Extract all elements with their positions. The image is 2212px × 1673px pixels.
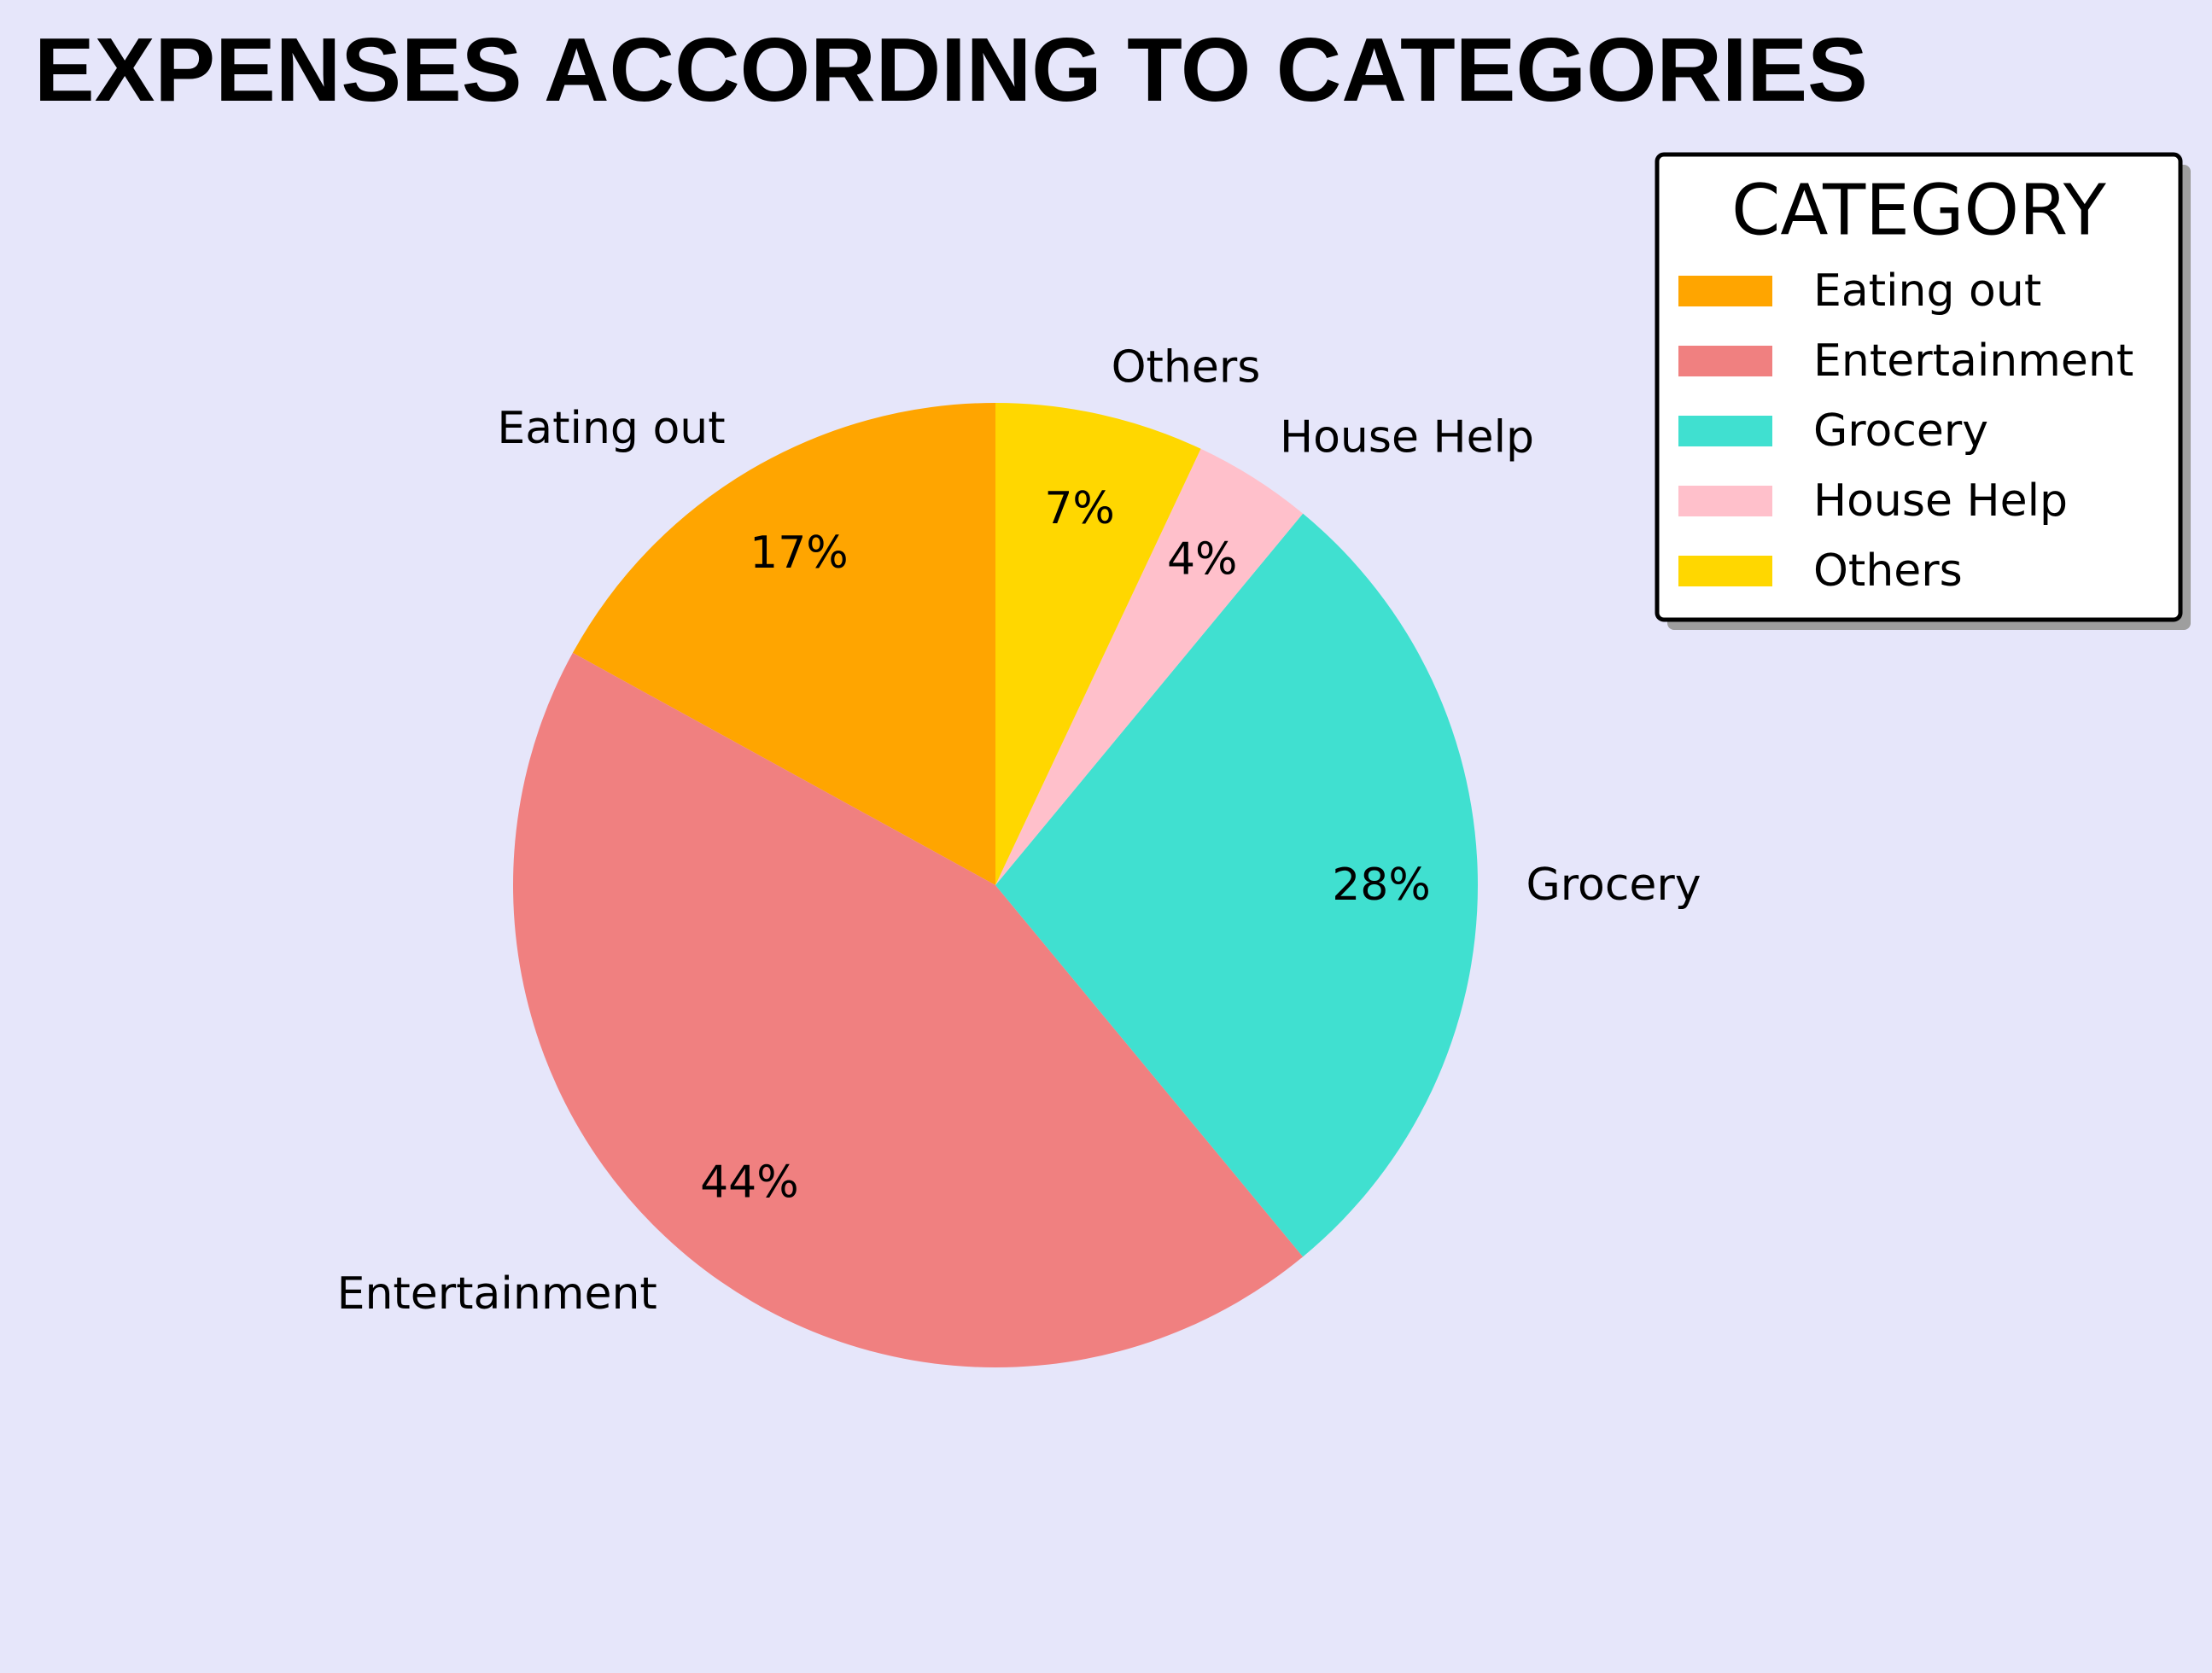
legend-swatch-grocery (1678, 416, 1772, 446)
slice-percent-grocery: 28% (1332, 860, 1431, 911)
pie-slice-eating-out (572, 403, 995, 885)
slice-percent-labels: 17% 44% 28% 4% 7% (700, 483, 1431, 1208)
legend-label-eating-out: Eating out (1813, 265, 2041, 317)
slice-percent-house-help: 4% (1167, 533, 1238, 585)
legend-label-others: Others (1813, 545, 1963, 597)
slice-label-house-help: House Help (1280, 411, 1534, 463)
pie-slices (513, 403, 1478, 1367)
slice-percent-others: 7% (1044, 483, 1115, 534)
legend-title: CATEGORY (1731, 171, 2107, 252)
slice-label-entertainment: Entertainment (337, 1268, 657, 1320)
slice-label-others: Others (1112, 341, 1261, 393)
legend-swatch-house-help (1678, 486, 1772, 516)
pie-slice-others (995, 403, 1201, 885)
chart-title: EXPENSES ACCORDING TO CATEGORIES (34, 20, 1868, 120)
legend-swatch-entertainment (1678, 346, 1772, 376)
legend: CATEGORY Eating out Entertainment Grocery Ho… (1655, 152, 2191, 630)
slice-label-grocery: Grocery (1526, 860, 1701, 911)
legend-label-grocery: Grocery (1813, 405, 1988, 457)
pie-slice-house-help (995, 448, 1304, 885)
legend-label-entertainment: Entertainment (1813, 335, 2133, 387)
slice-category-labels: Eating out Entertainment Grocery House Help… (337, 341, 1701, 1319)
slice-percent-entertainment: 44% (700, 1157, 799, 1208)
legend-swatch-others (1678, 556, 1772, 586)
legend-box (1655, 152, 2183, 622)
legend-label-house-help: House Help (1813, 475, 2068, 527)
slice-percent-eating-out: 17% (750, 528, 849, 579)
pie-slice-entertainment (513, 652, 1304, 1367)
pie-slice-grocery (995, 513, 1478, 1257)
legend-swatch-eating-out (1678, 276, 1772, 306)
slice-label-eating-out: Eating out (497, 403, 725, 454)
